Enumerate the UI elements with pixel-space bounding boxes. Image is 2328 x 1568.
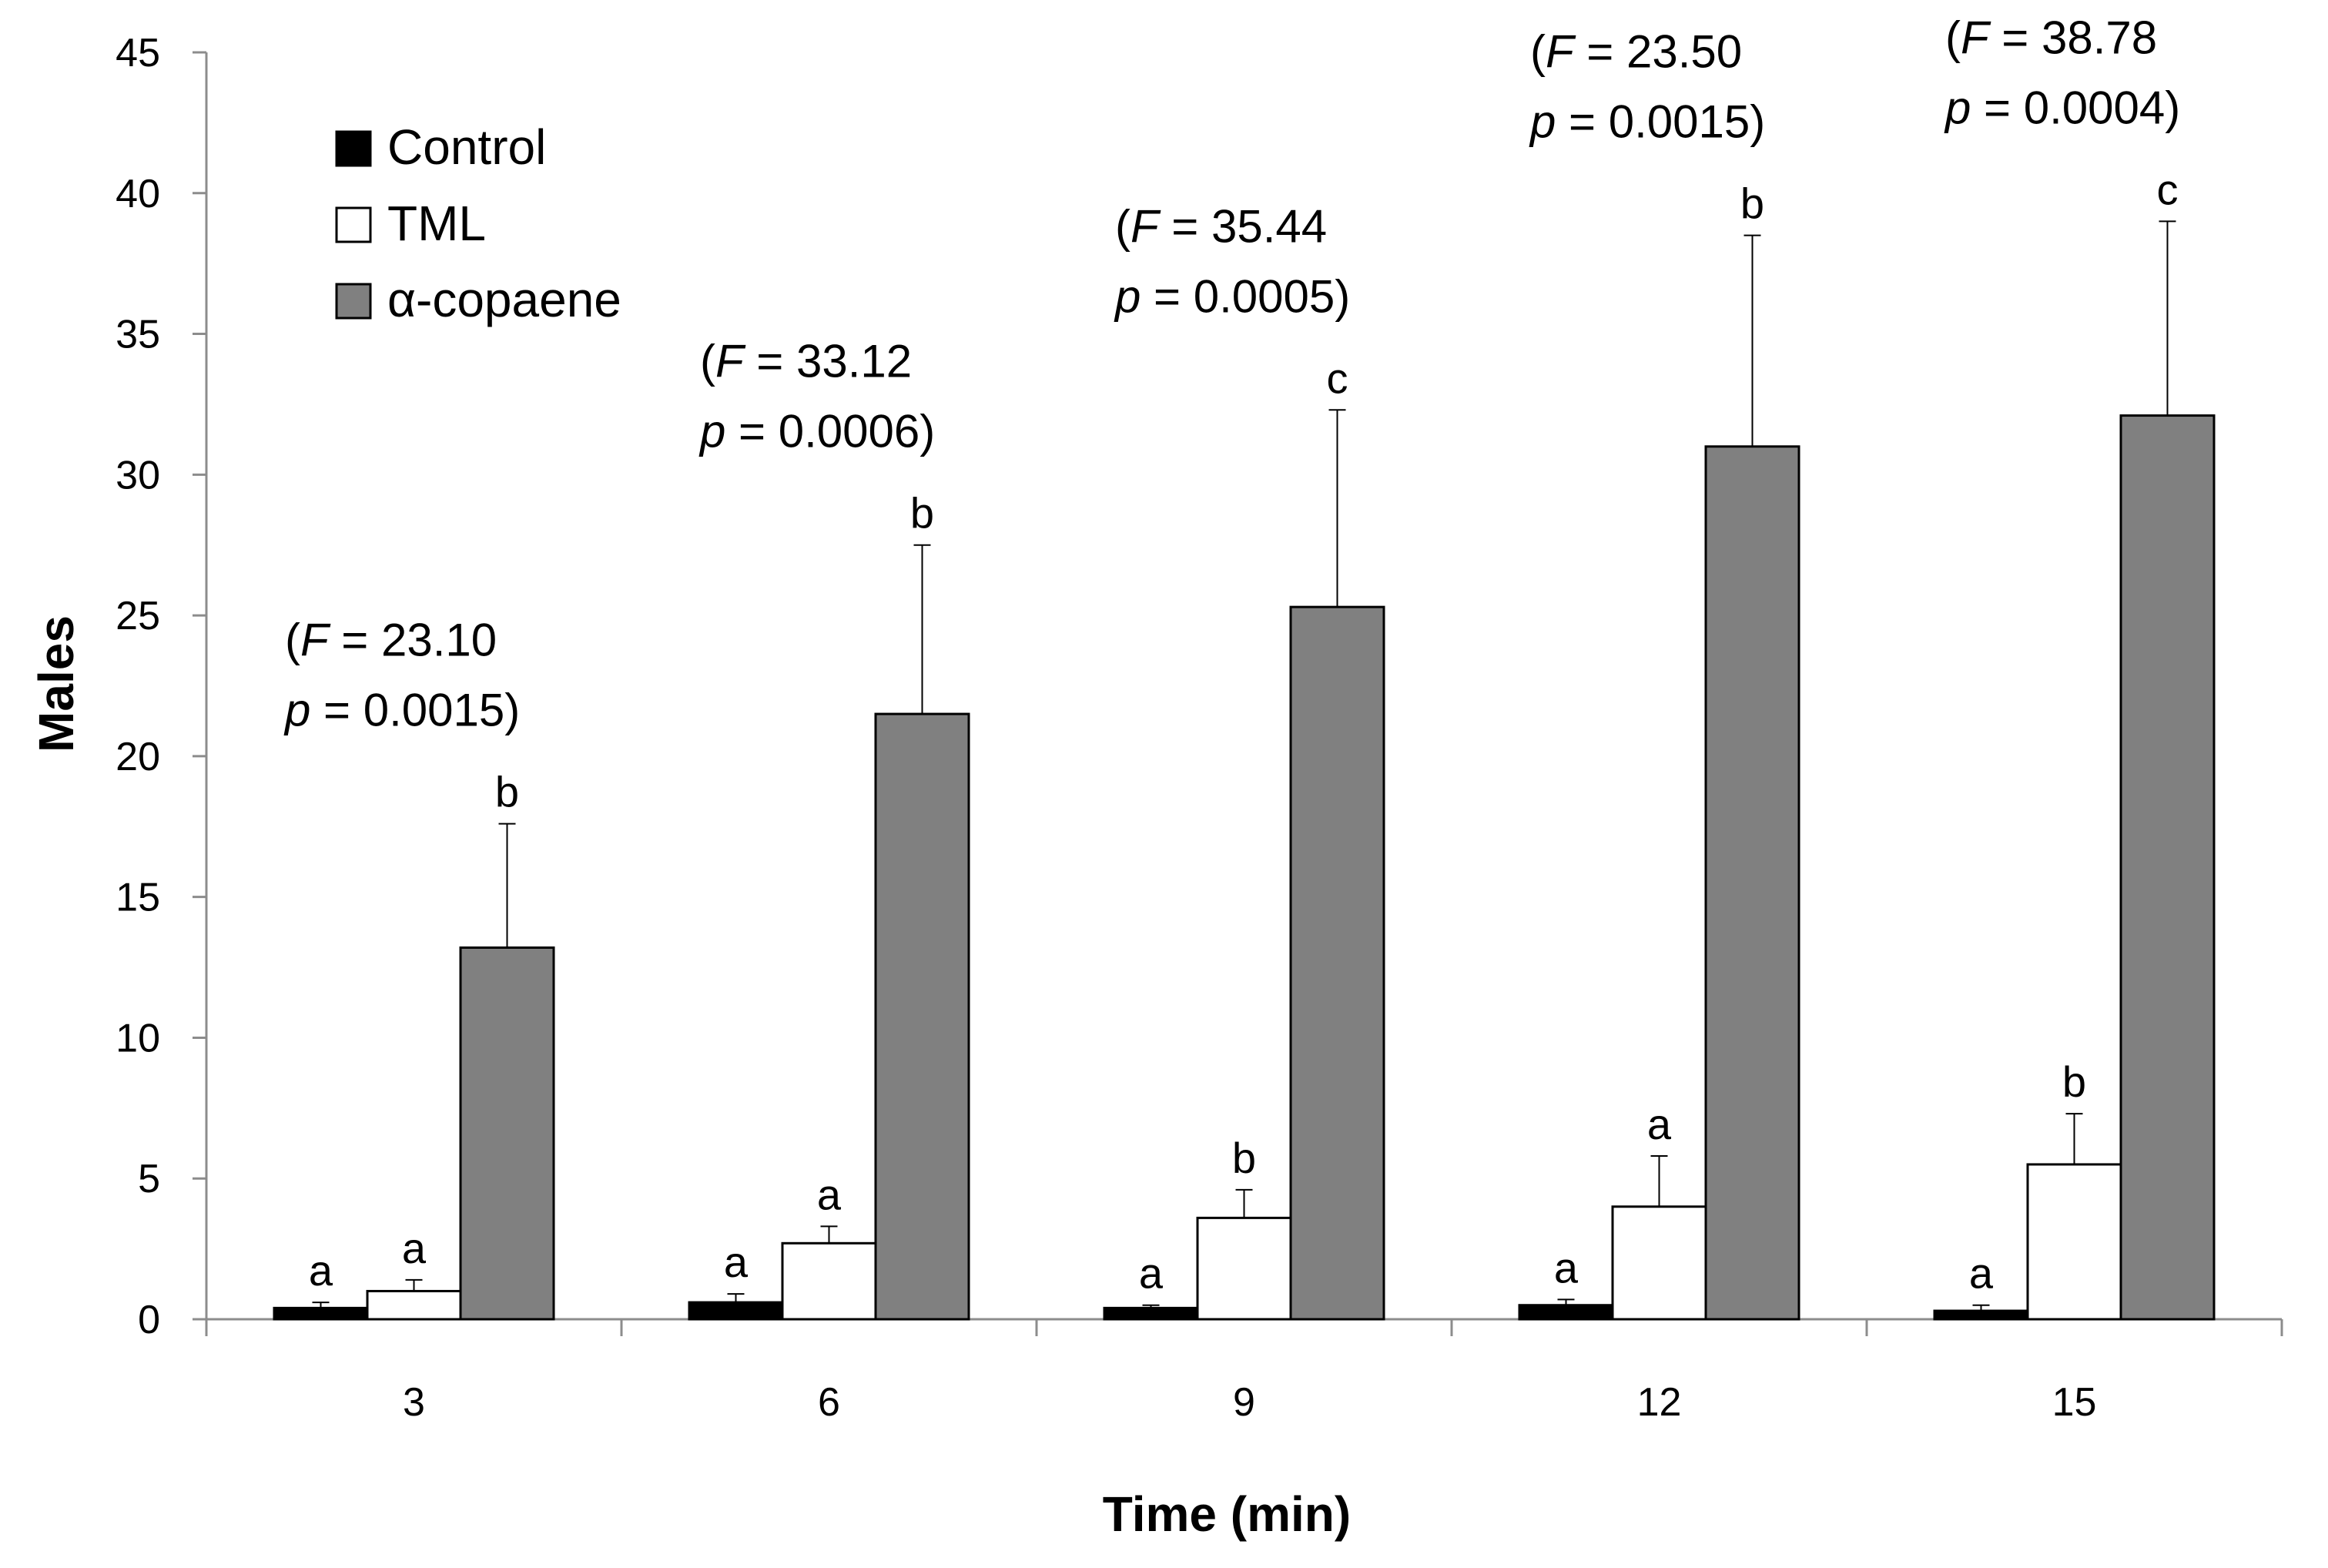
significance-letter: a bbox=[817, 1170, 842, 1218]
x-tick-label: 9 bbox=[1233, 1380, 1255, 1425]
stat-f-value: (F = 33.12 bbox=[700, 336, 912, 387]
significance-letter: a bbox=[724, 1238, 749, 1286]
significance-letter: a bbox=[1554, 1243, 1579, 1292]
legend-label: TML bbox=[387, 196, 486, 251]
bar bbox=[1196, 1216, 1292, 1321]
legend-label: Control bbox=[387, 119, 546, 175]
bar bbox=[366, 1289, 462, 1321]
y-tick-label: 30 bbox=[116, 453, 160, 498]
y-tick-label: 40 bbox=[116, 172, 160, 216]
y-tick-label: 20 bbox=[116, 735, 160, 779]
significance-letter: b bbox=[495, 768, 519, 816]
x-tick-label: 3 bbox=[403, 1380, 425, 1425]
x-axis-title: Time (min) bbox=[1103, 1486, 1351, 1542]
stat-p-value: p = 0.0004) bbox=[1944, 82, 2180, 133]
significance-letter: b bbox=[1232, 1134, 1256, 1182]
bar bbox=[1289, 605, 1385, 1321]
significance-letter: a bbox=[1647, 1100, 1672, 1148]
labels-layer: 0 5 10 15 20 25 30 35 40 45 3 a a b (F = 23.10 p = 0.00… bbox=[116, 12, 2180, 1425]
significance-letter: c bbox=[2157, 165, 2179, 213]
significance-letter: b bbox=[910, 489, 934, 538]
stat-p-value: p = 0.0005) bbox=[1114, 270, 1350, 322]
significance-letter: c bbox=[1327, 353, 1348, 402]
x-tick-label: 15 bbox=[2052, 1380, 2097, 1425]
y-tick-label: 45 bbox=[116, 31, 160, 75]
bar bbox=[874, 712, 970, 1321]
bar bbox=[688, 1301, 784, 1321]
y-axis-title: Males bbox=[28, 615, 84, 752]
legend-label: α-copaene bbox=[387, 272, 621, 327]
y-tick-label: 0 bbox=[138, 1298, 160, 1342]
bar bbox=[2119, 414, 2216, 1321]
bar bbox=[459, 946, 555, 1321]
significance-letter: a bbox=[402, 1224, 427, 1272]
significance-letter: b bbox=[2062, 1057, 2086, 1106]
bar bbox=[1103, 1306, 1199, 1321]
bar bbox=[2026, 1163, 2122, 1321]
bar bbox=[1704, 445, 1800, 1321]
stat-f-value: (F = 35.44 bbox=[1115, 200, 1327, 252]
y-tick-label: 5 bbox=[138, 1157, 160, 1201]
legend-swatch bbox=[335, 283, 372, 320]
stat-p-value: p = 0.0015) bbox=[1529, 96, 1765, 148]
significance-letter: a bbox=[1139, 1249, 1164, 1298]
stat-f-value: (F = 23.50 bbox=[1530, 26, 1742, 78]
stat-f-value: (F = 38.78 bbox=[1945, 12, 2157, 63]
legend: Control TML α-copaene bbox=[335, 119, 621, 327]
bar bbox=[273, 1306, 369, 1321]
stat-p-value: p = 0.0015) bbox=[283, 685, 520, 736]
significance-letter: b bbox=[1740, 179, 1764, 228]
bars-layer bbox=[273, 220, 2216, 1321]
y-tick-label: 10 bbox=[116, 1016, 160, 1060]
bar bbox=[1518, 1304, 1614, 1321]
x-tick-label: 6 bbox=[818, 1380, 840, 1425]
bar bbox=[1611, 1205, 1707, 1321]
bar bbox=[1933, 1309, 2029, 1321]
significance-letter: a bbox=[309, 1246, 333, 1295]
y-tick-label: 15 bbox=[116, 876, 160, 920]
stat-f-value: (F = 23.10 bbox=[285, 615, 497, 666]
x-tick-label: 12 bbox=[1637, 1380, 1682, 1425]
legend-swatch bbox=[335, 206, 372, 243]
significance-letter: a bbox=[1969, 1249, 1994, 1298]
stat-p-value: p = 0.0006) bbox=[698, 406, 935, 457]
y-tick-label: 35 bbox=[116, 313, 160, 357]
legend-swatch bbox=[335, 130, 372, 167]
y-tick-label: 25 bbox=[116, 594, 160, 638]
bar bbox=[781, 1241, 877, 1321]
